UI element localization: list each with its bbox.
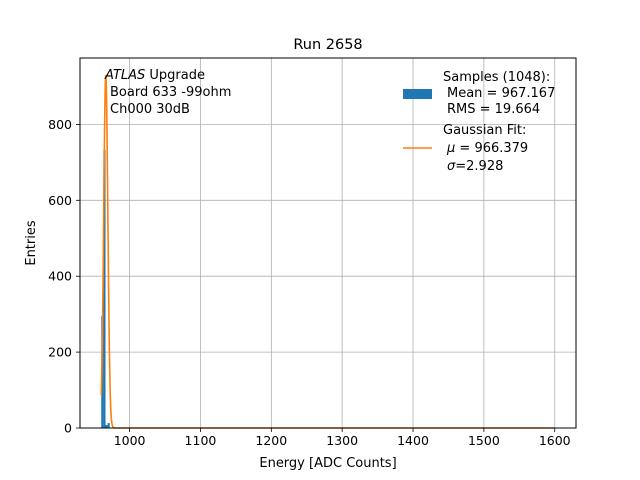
y-axis-ticks: 0 200 400 600 800 [48,117,80,436]
annotation-line-2: Board 633 -99ohm [110,85,231,100]
x-tick-label: 1600 [539,433,571,448]
y-tick-label: 200 [48,345,72,360]
plot-annotation: ATLAS Upgrade Board 633 -99ohm Ch000 30d… [104,68,231,117]
x-tick-label: 1400 [397,433,429,448]
legend-samples-line-2: Mean = 967.167 [447,86,555,101]
y-tick-label: 400 [48,269,72,284]
y-axis-label: Entries [24,220,39,266]
x-tick-label: 1200 [255,433,287,448]
x-tick-label: 1300 [326,433,358,448]
legend-samples-line-3: RMS = 19.664 [447,102,540,117]
x-axis-ticks: 1000 1100 1200 1300 1400 1500 1600 [114,428,571,448]
legend-fit-line-3: σ=2.928 [447,159,503,174]
histogram-bar [103,150,106,428]
annotation-upgrade: Upgrade [145,68,205,83]
legend-mu-symbol: μ [446,141,455,156]
y-tick-label: 600 [48,193,72,208]
x-tick-label: 1100 [185,433,217,448]
legend-fit-line-2: μ = 966.379 [446,141,528,156]
histogram-bar [107,423,110,428]
legend-mu-value: = 966.379 [455,141,528,156]
plot-frame [79,57,577,429]
legend-fit-line-1: Gaussian Fit: [443,123,526,138]
legend-sigma-symbol: σ [447,159,456,174]
x-tick-label: 1500 [468,433,500,448]
chart-title: Run 2658 [293,37,362,53]
annotation-line-3: Ch000 30dB [110,102,190,117]
legend-samples-swatch [403,89,432,99]
y-tick-label: 800 [48,117,72,132]
histogram-bar [105,424,108,428]
x-tick-label: 1000 [114,433,146,448]
y-tick-label: 0 [64,421,72,436]
legend-samples-line-1: Samples (1048): [443,70,550,85]
legend: Samples (1048): Mean = 967.167 RMS = 19.… [403,70,555,174]
x-axis-label: Energy [ADC Counts] [259,456,396,471]
annotation-line-1: ATLAS Upgrade [104,68,205,83]
annotation-atlas: ATLAS [104,68,145,83]
legend-sigma-value: =2.928 [455,159,503,174]
